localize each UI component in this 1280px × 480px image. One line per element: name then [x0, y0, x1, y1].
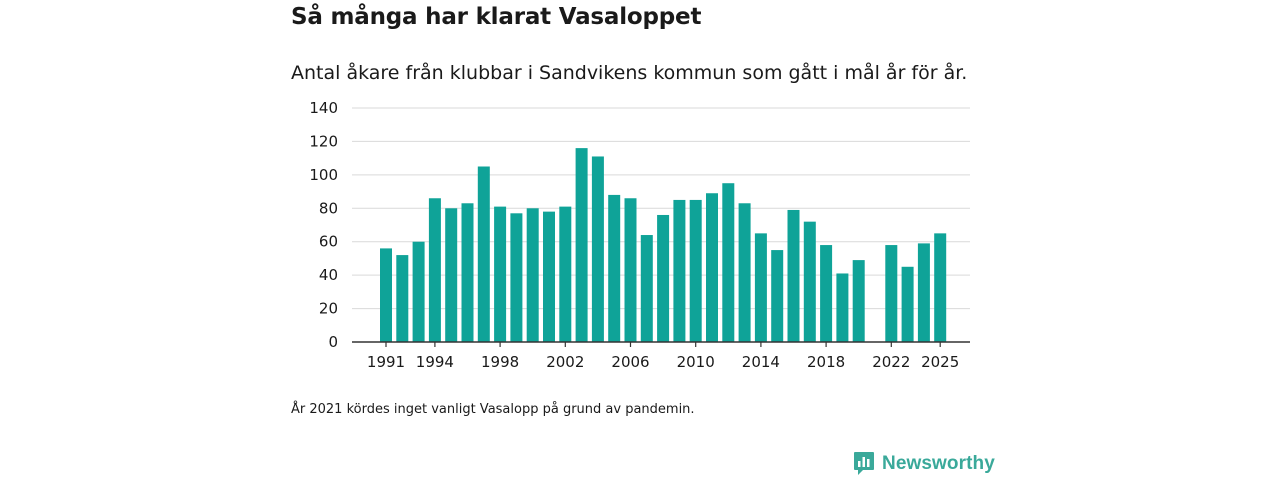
chart-title: Så många har klarat Vasaloppet — [291, 4, 702, 30]
bar — [396, 255, 409, 342]
bar — [461, 203, 474, 342]
newsworthy-icon — [854, 452, 874, 475]
bar — [820, 245, 833, 342]
x-tick-label: 1998 — [481, 353, 519, 371]
bar — [543, 211, 555, 342]
x-tick-label: 2022 — [872, 353, 910, 371]
bar — [640, 235, 653, 342]
bar — [591, 156, 604, 342]
bar — [706, 193, 718, 342]
bar — [673, 199, 686, 342]
y-tick-label: 140 — [309, 99, 338, 117]
bar — [917, 243, 930, 342]
bar — [901, 266, 914, 342]
y-tick-label: 0 — [328, 333, 338, 351]
bar — [608, 194, 621, 342]
bar — [510, 213, 523, 342]
brand-name: Newsworthy — [882, 452, 995, 474]
bar — [689, 199, 702, 342]
bar — [754, 233, 767, 342]
bar — [771, 250, 784, 342]
bar — [624, 198, 637, 342]
y-tick-label: 20 — [319, 300, 338, 318]
bar-chart: 0 20 40 60 80 100 120 140 1991 1994 1998 2002 2006 20… — [309, 99, 970, 371]
bar — [657, 214, 670, 342]
bar — [412, 241, 425, 342]
bar — [852, 260, 865, 342]
bar — [836, 273, 849, 342]
x-tick-label: 2014 — [742, 353, 780, 371]
bar — [803, 221, 816, 342]
bar — [885, 245, 898, 342]
bar — [428, 198, 441, 342]
x-tick-label: 2025 — [921, 353, 959, 371]
y-tick-label: 80 — [319, 199, 338, 217]
y-tick-label: 40 — [319, 266, 338, 284]
x-tick-label: 2018 — [807, 353, 845, 371]
bar — [380, 248, 392, 342]
bar — [934, 233, 947, 342]
bar — [477, 166, 490, 342]
y-tick-label: 120 — [309, 132, 338, 150]
chart-subtitle: Antal åkare från klubbar i Sandvikens ko… — [291, 62, 968, 84]
bar — [559, 206, 572, 342]
bar — [445, 208, 458, 342]
newsworthy-logo[interactable]: Newsworthy — [853, 451, 995, 476]
x-tick-label: 1994 — [416, 353, 454, 371]
bar — [526, 208, 539, 342]
bar — [494, 206, 507, 342]
bar — [575, 148, 588, 342]
bar — [787, 209, 800, 342]
x-tick-label: 2010 — [677, 353, 715, 371]
footnote: År 2021 kördes inget vanligt Vasalopp på… — [291, 402, 695, 417]
x-tick-label: 1991 — [367, 353, 405, 371]
bar — [738, 203, 751, 342]
y-tick-label: 100 — [309, 166, 338, 184]
bar — [722, 183, 735, 342]
y-tick-label: 60 — [319, 233, 338, 251]
x-tick-label: 2006 — [611, 353, 649, 371]
x-tick-label: 2002 — [546, 353, 584, 371]
